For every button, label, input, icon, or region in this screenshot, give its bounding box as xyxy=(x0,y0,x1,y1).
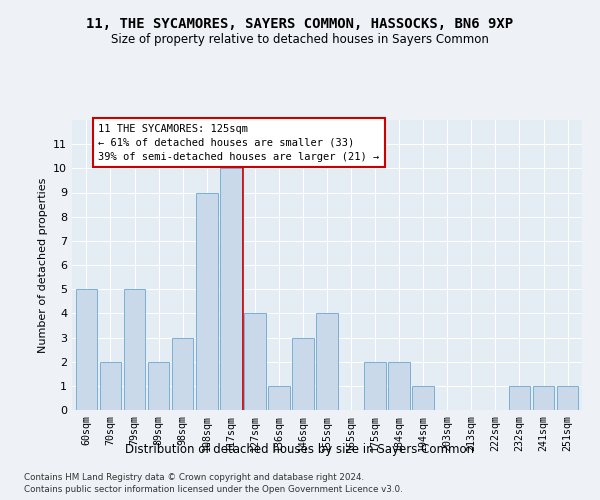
Text: Distribution of detached houses by size in Sayers Common: Distribution of detached houses by size … xyxy=(125,442,475,456)
Bar xyxy=(388,362,410,410)
Bar xyxy=(268,386,290,410)
Bar xyxy=(412,386,434,410)
Text: Contains public sector information licensed under the Open Government Licence v3: Contains public sector information licen… xyxy=(24,485,403,494)
Bar xyxy=(364,362,386,410)
Bar xyxy=(316,314,338,410)
Text: Contains HM Land Registry data © Crown copyright and database right 2024.: Contains HM Land Registry data © Crown c… xyxy=(24,472,364,482)
Bar xyxy=(509,386,530,410)
Text: 11, THE SYCAMORES, SAYERS COMMON, HASSOCKS, BN6 9XP: 11, THE SYCAMORES, SAYERS COMMON, HASSOC… xyxy=(86,18,514,32)
Bar xyxy=(533,386,554,410)
Bar xyxy=(292,338,314,410)
Bar xyxy=(76,289,97,410)
Bar xyxy=(100,362,121,410)
Text: Size of property relative to detached houses in Sayers Common: Size of property relative to detached ho… xyxy=(111,32,489,46)
Bar xyxy=(220,168,242,410)
Y-axis label: Number of detached properties: Number of detached properties xyxy=(38,178,47,352)
Bar xyxy=(124,289,145,410)
Text: 11 THE SYCAMORES: 125sqm
← 61% of detached houses are smaller (33)
39% of semi-d: 11 THE SYCAMORES: 125sqm ← 61% of detach… xyxy=(98,124,380,162)
Bar xyxy=(148,362,169,410)
Bar xyxy=(244,314,266,410)
Bar xyxy=(172,338,193,410)
Bar xyxy=(196,192,218,410)
Bar xyxy=(557,386,578,410)
